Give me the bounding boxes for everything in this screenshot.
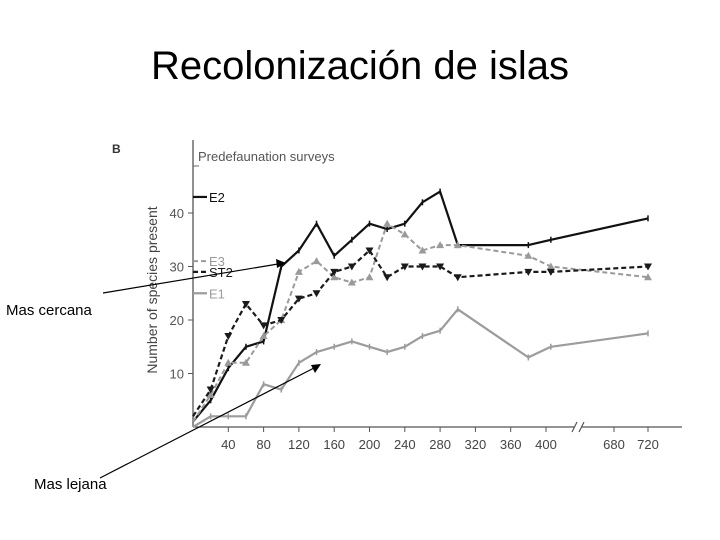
data-point-st2: [383, 274, 392, 282]
series-label-e1: E1: [209, 286, 225, 301]
data-point-e3: [365, 273, 374, 281]
data-point-st2: [524, 268, 533, 276]
y-tick-label: 20: [170, 313, 184, 328]
x-tick-label: 680: [603, 437, 625, 452]
x-tick-label: 240: [394, 437, 416, 452]
series-label-e2: E2: [209, 190, 225, 205]
x-tick-label: 80: [256, 437, 270, 452]
x-tick-label: 280: [429, 437, 451, 452]
data-point-e3: [453, 241, 462, 249]
x-tick-label: 200: [359, 437, 381, 452]
series-line-st2: [192, 249, 649, 417]
slide-title: Recolonización de islas: [150, 44, 569, 88]
callout-arrow-near: [102, 263, 279, 294]
data-point-st2: [259, 322, 268, 330]
x-tick-label: 720: [637, 437, 659, 452]
data-point-e3: [224, 358, 233, 366]
x-tick-label: 360: [500, 437, 522, 452]
y-tick-label: 40: [170, 206, 184, 221]
series-label-e3: E3: [209, 254, 225, 269]
data-point-st2: [347, 263, 356, 271]
x-tick-label: 320: [465, 437, 487, 452]
x-tick-label: 40: [221, 437, 235, 452]
x-tick-label: 160: [323, 437, 345, 452]
data-point-e3: [644, 273, 652, 281]
x-tick-label: 120: [288, 437, 310, 452]
y-tick-label: 10: [170, 367, 184, 382]
callout-arrow-far: [99, 367, 315, 479]
panel-label: B: [112, 142, 121, 156]
callout-arrowhead-far: [311, 364, 321, 373]
data-point-st2: [418, 263, 427, 271]
data-point-e3: [330, 273, 339, 281]
data-point-st2: [400, 263, 409, 271]
series-line-e1: [192, 308, 649, 428]
y-tick-label: 30: [170, 260, 184, 275]
data-point-st2: [453, 274, 462, 282]
data-point-e3: [418, 246, 427, 254]
y-axis-title: Number of species present: [144, 206, 160, 373]
data-point-st2: [206, 386, 215, 394]
data-point-e3: [294, 267, 303, 275]
data-point-e3: [206, 390, 215, 398]
data-point-st2: [294, 295, 303, 303]
data-point-e3: [347, 278, 356, 286]
data-point-st2: [644, 263, 652, 271]
data-point-e3: [524, 251, 533, 259]
x-axis-break-mark: [571, 421, 585, 433]
data-point-e3: [259, 332, 268, 340]
data-point-e3: [312, 257, 321, 265]
data-point-st2: [277, 317, 286, 324]
data-point-e3: [241, 358, 250, 366]
x-tick-label: 400: [535, 437, 557, 452]
data-point-e3: [383, 219, 392, 227]
series-label-st2: ST2: [209, 265, 233, 280]
data-point-e3: [400, 230, 409, 238]
data-point-st2: [241, 300, 250, 308]
callout-farthest-island: Mas lejana: [34, 476, 107, 493]
data-point-st2: [224, 333, 233, 341]
data-point-e3: [546, 262, 555, 270]
data-point-st2: [546, 268, 555, 276]
callout-arrowhead-near: [276, 259, 286, 268]
callout-nearest-island: Mas cercana: [6, 302, 92, 319]
data-point-st2: [312, 290, 321, 298]
data-point-st2: [365, 247, 374, 255]
data-point-st2: [330, 268, 339, 276]
data-point-st2: [436, 263, 445, 271]
data-point-e3: [436, 241, 445, 249]
predefaunation-label: Predefaunation surveys: [198, 149, 335, 164]
